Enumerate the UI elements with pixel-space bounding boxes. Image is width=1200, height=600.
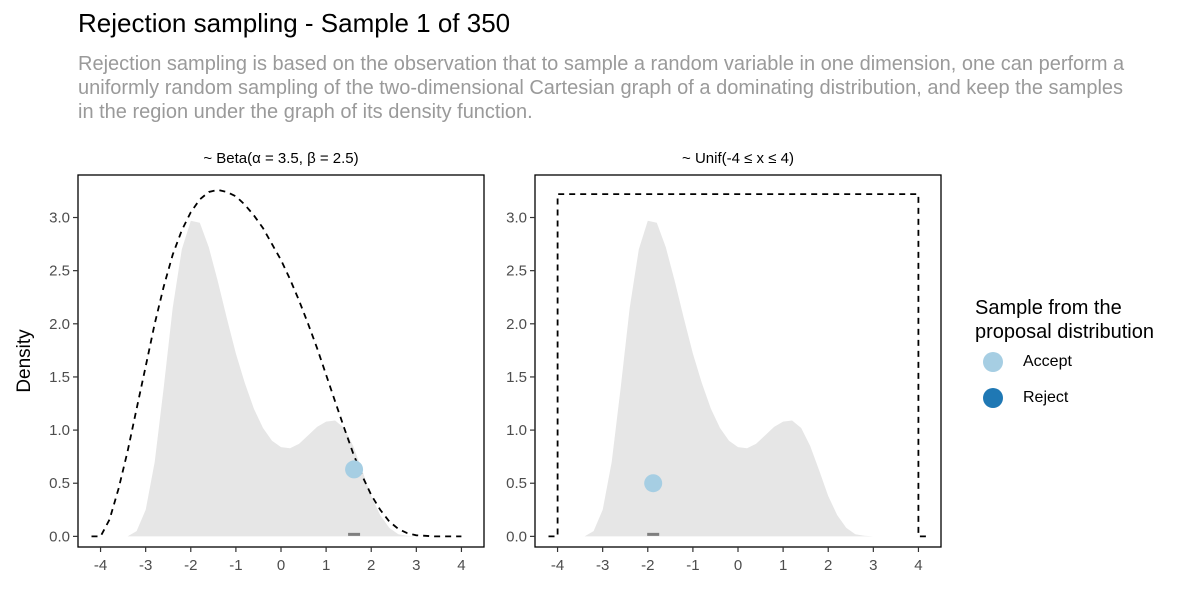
y-tick-label: 1.5 xyxy=(49,369,70,386)
x-tick-label: -4 xyxy=(94,557,107,574)
y-tick-label: 1.5 xyxy=(506,369,527,386)
y-tick-label: 2.0 xyxy=(506,316,527,333)
legend: Sample from the proposal distribution Ac… xyxy=(975,296,1200,416)
y-tick-label: 2.0 xyxy=(49,316,70,333)
x-tick-label: -3 xyxy=(596,557,609,574)
y-tick-label: 2.5 xyxy=(506,263,527,280)
legend-title: Sample from the proposal distribution xyxy=(975,297,1154,343)
proposal-density-line xyxy=(548,193,928,538)
panel-title: ~ Beta(α = 3.5, β = 2.5) xyxy=(203,150,358,167)
legend-label-reject: Reject xyxy=(1023,389,1069,406)
y-tick-label: 2.5 xyxy=(49,263,70,280)
x-tick-label: -1 xyxy=(229,557,242,574)
x-tick-label: -3 xyxy=(139,557,152,574)
x-tick-label: 3 xyxy=(869,557,877,574)
y-tick-label: 3.0 xyxy=(506,210,527,227)
y-axis-label: Density xyxy=(14,329,35,393)
x-tick-label: -4 xyxy=(551,557,564,574)
target-density-area xyxy=(584,220,883,537)
y-tick-label: 0.5 xyxy=(506,475,527,492)
x-tick-label: 4 xyxy=(457,557,465,574)
x-tick-label: 2 xyxy=(367,557,375,574)
chart-subtitle: Rejection sampling is based on the obser… xyxy=(78,53,1125,123)
legend-swatch-reject xyxy=(983,388,1003,408)
y-tick-label: 1.0 xyxy=(506,422,527,439)
x-tick-label: 1 xyxy=(322,557,330,574)
x-tick-label: -2 xyxy=(184,557,197,574)
x-tick-label: 4 xyxy=(914,557,922,574)
chart-title: Rejection sampling - Sample 1 of 350 xyxy=(78,8,511,38)
legend-item-reject: Reject xyxy=(975,380,1200,416)
x-tick-label: 3 xyxy=(412,557,420,574)
y-tick-label: 1.0 xyxy=(49,422,70,439)
legend-swatch-accept xyxy=(983,352,1003,372)
proposal-density-line xyxy=(91,188,462,538)
x-tick-label: 0 xyxy=(734,557,742,574)
x-tick-label: 0 xyxy=(277,557,285,574)
y-tick-label: 0.0 xyxy=(49,528,70,545)
target-density-area xyxy=(127,220,426,537)
x-tick-label: 1 xyxy=(779,557,787,574)
y-tick-label: 3.0 xyxy=(49,210,70,227)
y-tick-label: 0.5 xyxy=(49,475,70,492)
y-tick-label: 0.0 xyxy=(506,528,527,545)
x-tick-label: -1 xyxy=(686,557,699,574)
legend-item-accept: Accept xyxy=(975,344,1200,380)
x-tick-label: 2 xyxy=(824,557,832,574)
legend-label-accept: Accept xyxy=(1023,353,1072,370)
sample-point xyxy=(345,460,364,479)
sample-point xyxy=(644,474,663,493)
panel-title: ~ Unif(-4 ≤ x ≤ 4) xyxy=(682,150,794,167)
x-tick-label: -2 xyxy=(641,557,654,574)
